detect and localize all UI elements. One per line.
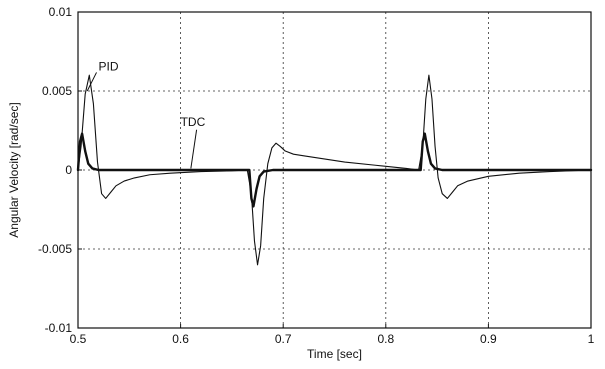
y-tick-label: 0 bbox=[65, 163, 72, 177]
annotation-leader-tdc bbox=[190, 129, 198, 169]
x-axis-label: Time [sec] bbox=[307, 347, 362, 361]
y-tick-label: 0.005 bbox=[42, 84, 72, 98]
tick-marks bbox=[77, 11, 592, 329]
y-axis-label: Angular Velocity [rad/sec] bbox=[7, 102, 21, 237]
y-tick-label: -0.005 bbox=[38, 242, 72, 256]
x-tick-label: 0.8 bbox=[377, 332, 394, 346]
y-tick-label: -0.01 bbox=[45, 321, 73, 335]
x-tick-label: 0.5 bbox=[70, 332, 87, 346]
series-lines bbox=[76, 74, 593, 266]
series-line-pid bbox=[77, 74, 592, 266]
tick-labels: 0.5 0.6 0.7 0.8 0.9 1 -0.01 -0.005 0 0.005 0.01 bbox=[38, 5, 595, 346]
annotation-pid: PID bbox=[99, 59, 119, 73]
x-tick-label: 0.9 bbox=[480, 332, 497, 346]
y-tick-label: 0.01 bbox=[49, 5, 73, 19]
x-tick-label: 1 bbox=[588, 332, 595, 346]
annotations: PID TDC bbox=[86, 59, 206, 169]
annotation-leader-pid bbox=[86, 72, 97, 92]
series-line-tdc bbox=[76, 132, 593, 208]
x-tick-label: 0.6 bbox=[172, 332, 189, 346]
annotation-tdc: TDC bbox=[181, 115, 206, 129]
x-tick-label: 0.7 bbox=[275, 332, 292, 346]
